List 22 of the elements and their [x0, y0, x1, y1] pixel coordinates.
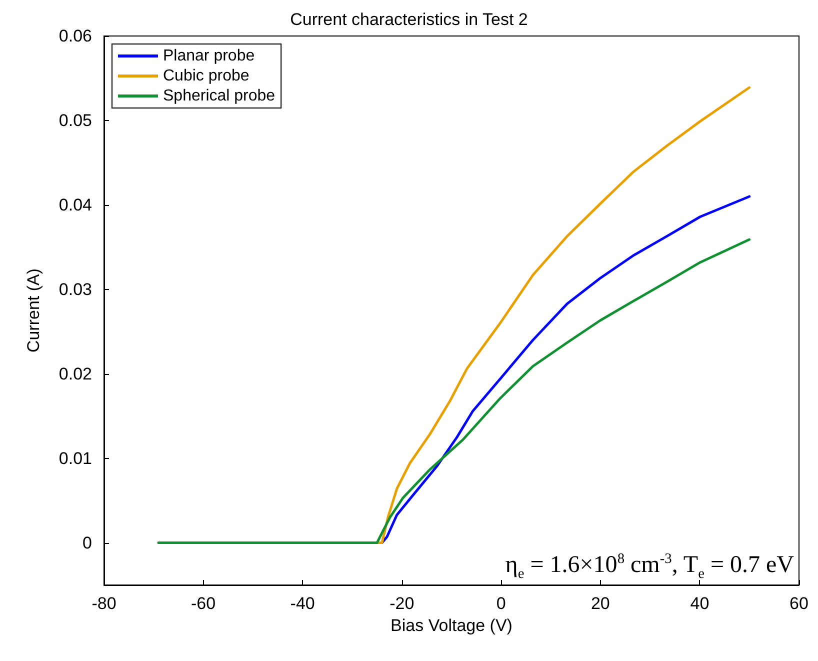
legend-label: Cubic probe [163, 68, 250, 84]
x-tick-label: -40 [290, 594, 315, 613]
x-tick-label: 60 [790, 594, 808, 613]
y-tick-label: 0.04 [58, 195, 92, 214]
x-tick-label: 40 [690, 594, 710, 613]
y-axis-title: Current (A) [24, 268, 43, 353]
x-tick-label: -80 [92, 594, 116, 613]
x-axis-title: Bias Voltage (V) [390, 616, 512, 635]
x-tick-label: 20 [590, 594, 610, 613]
y-tick-label: 0.01 [58, 448, 92, 468]
y-tick-label: 0.02 [58, 364, 92, 384]
y-tick-label: 0 [82, 533, 92, 552]
legend-label: Planar probe [163, 48, 255, 64]
y-tick-label: 0.03 [58, 280, 92, 299]
y-tick-label: 0.05 [58, 110, 92, 130]
text: η$_{e}$ = 1.6×10$^{8}$ cm$^{-3}$, T$_{e}$ = 0.7 eV [505, 550, 794, 582]
chart-title: Current characteristics in Test 2 [290, 10, 528, 29]
y-tick-label: 0.06 [58, 26, 92, 46]
legend-label: Spherical probe [163, 88, 276, 104]
x-tick-label: -60 [190, 594, 216, 613]
x-tick-label: 0 [496, 594, 506, 613]
x-tick-label: -20 [390, 594, 414, 613]
